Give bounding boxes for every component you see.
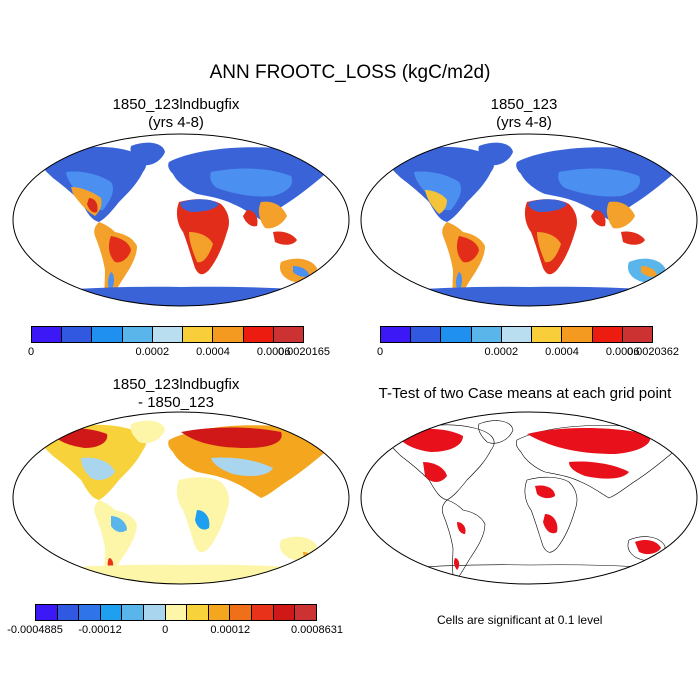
panel1-title: 1850_123lndbugfix (yrs 4-8) — [16, 96, 336, 132]
cb3-swatch — [252, 605, 274, 620]
cb2-swatch — [622, 327, 652, 342]
cb1-swatch — [183, 327, 214, 342]
cb2-swatch — [381, 327, 412, 342]
cb1-swatch — [273, 327, 303, 342]
cb3-swatch — [230, 605, 253, 620]
cb3-swatch — [36, 605, 58, 620]
cb3-tick-label: -0.0004885 — [7, 624, 63, 636]
panel2-title-line2: (yrs 4-8) — [496, 114, 552, 131]
cb2-swatch — [562, 327, 593, 342]
panel2-title: 1850_123 (yrs 4-8) — [364, 96, 684, 132]
cb2-tick-label: 0.0006 — [605, 346, 640, 358]
map-panel4 — [360, 411, 698, 585]
panel3-title-line2: - 1850_123 — [138, 394, 214, 411]
panel1-title-line1: 1850_123lndbugfix — [112, 96, 240, 113]
cb2-tick-label: 0 — [376, 346, 384, 358]
cb1-tick-label: 0.0020165 — [278, 346, 330, 358]
cb2-tick-label: 0.0004 — [545, 346, 579, 358]
cb3-swatch — [100, 605, 123, 620]
panel3-title-line1: 1850_123lndbugfix — [112, 376, 240, 393]
colorbar-panel3 — [35, 604, 317, 621]
cb3-swatch — [122, 605, 145, 620]
cb3-tick-label: 0 — [162, 624, 169, 636]
panel4-title-line1: T-Test of two Case means at each grid po… — [378, 385, 672, 402]
cb1-swatch — [152, 327, 184, 342]
cb2-swatch — [411, 327, 442, 342]
significance-note: Cells are significant at 0.1 level — [437, 613, 603, 627]
cb1-tick-label: 0.0004 — [196, 346, 230, 358]
cb2-swatch — [532, 327, 563, 342]
cb3-tick-label: -0.00012 — [78, 624, 122, 636]
cb3-tick-label: 0.0008631 — [291, 624, 343, 636]
cb2-swatch — [501, 327, 533, 342]
colorbar-panel2 — [380, 326, 653, 343]
cb1-swatch — [122, 327, 153, 342]
panel4-title: T-Test of two Case means at each grid po… — [345, 385, 700, 403]
cb3-swatch — [273, 605, 296, 620]
cb1-swatch — [243, 327, 274, 342]
cb2-tick-label: 0.0020362 — [627, 346, 679, 358]
cb3-swatch — [57, 605, 80, 620]
cb1-tick-label: 0.0006 — [256, 346, 291, 358]
cb3-swatch — [79, 605, 101, 620]
panel3-title: 1850_123lndbugfix - 1850_123 — [16, 376, 336, 412]
colorbar-panel1 — [31, 326, 304, 343]
cb1-swatch — [62, 327, 93, 342]
panel1-title-line2: (yrs 4-8) — [148, 114, 204, 131]
cb3-swatch — [144, 605, 166, 620]
cb3-tick-label: 0.00012 — [210, 624, 251, 636]
map-panel2 — [360, 133, 698, 307]
cb1-swatch — [92, 327, 123, 342]
cb2-swatch — [441, 327, 472, 342]
figure-title: ANN FROOTC_LOSS (kgC/m2d) — [209, 62, 491, 83]
cb1-swatch — [213, 327, 244, 342]
map-panel3 — [12, 411, 350, 585]
cb2-tick-label: 0.0002 — [484, 346, 519, 358]
cb1-tick-label: 0 — [27, 346, 35, 358]
cb1-tick-label: 0.0002 — [135, 346, 170, 358]
cb3-swatch — [187, 605, 209, 620]
panel2-title-line1: 1850_123 — [490, 96, 558, 113]
cb1-swatch — [32, 327, 63, 342]
cb3-swatch — [165, 605, 188, 620]
map-panel1 — [12, 133, 350, 307]
cb2-swatch — [471, 327, 502, 342]
cb2-swatch — [592, 327, 623, 342]
cb3-swatch — [295, 605, 316, 620]
cb3-swatch — [208, 605, 231, 620]
